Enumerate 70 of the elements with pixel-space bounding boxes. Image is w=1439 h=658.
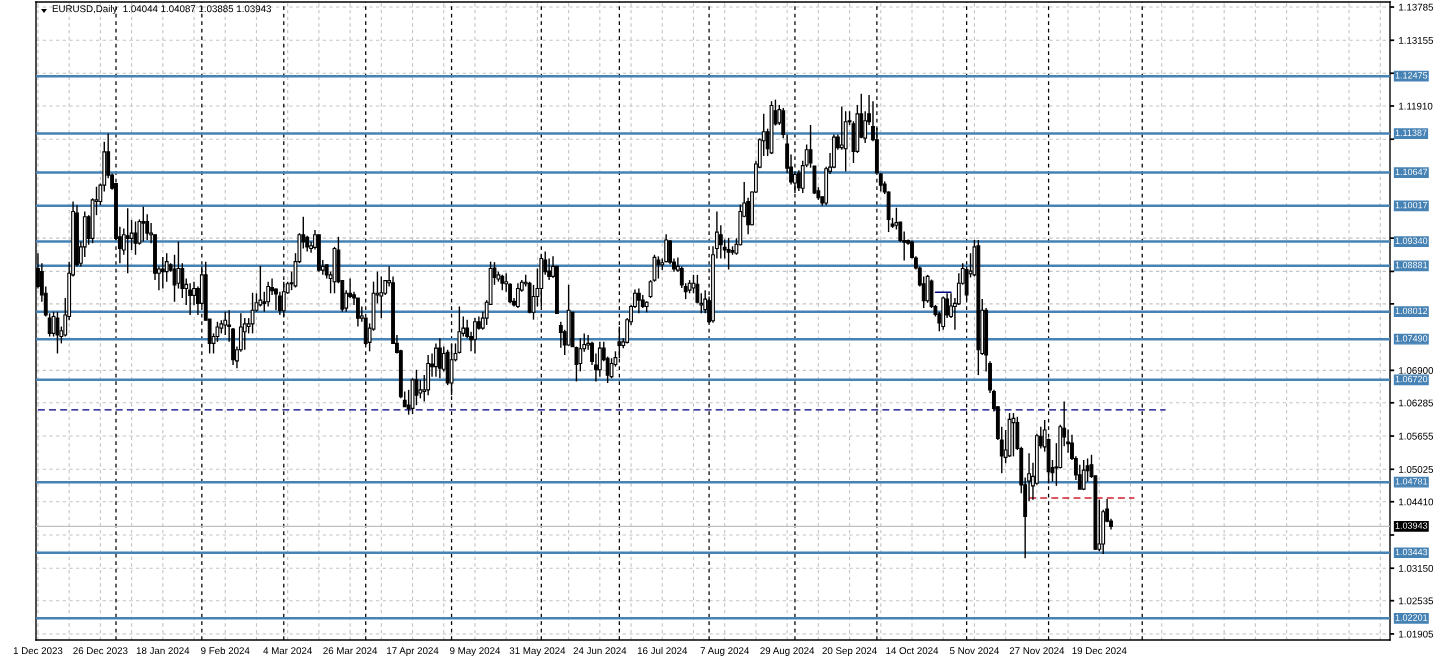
y-tick-label: 1.05655 (1399, 432, 1434, 440)
x-tick-label: 5 Nov 2024 (949, 647, 1000, 655)
y-tick-label: 1.06285 (1399, 399, 1434, 407)
candlestick (473, 317, 477, 355)
candlestick (129, 219, 134, 251)
candlestick (695, 274, 700, 305)
x-tick-label: 18 Jan 2024 (136, 647, 190, 655)
x-tick-label: 9 Feb 2024 (201, 646, 250, 655)
candlestick (133, 220, 138, 256)
y-tick-label: 1.01905 (1399, 630, 1434, 638)
candlestick (250, 292, 255, 335)
ref-line-label: 1.03943 (1395, 522, 1428, 529)
candlestick (597, 341, 602, 378)
candlestick (160, 256, 165, 290)
candlestick (55, 311, 60, 355)
candlestick (434, 342, 438, 378)
ref-line-label: 1.08881 (1395, 261, 1428, 269)
ref-line-label: 1.06720 (1395, 375, 1428, 383)
candlestick (266, 280, 271, 308)
y-tick-label: 1.13155 (1399, 36, 1434, 44)
candlestick (414, 369, 419, 406)
ref-line-label: 1.08012 (1395, 307, 1428, 315)
ref-line-label: 1.10017 (1395, 201, 1428, 209)
y-tick-label: 1.05025 (1399, 466, 1434, 473)
candlestick (242, 317, 247, 351)
x-tick-label: 4 Mar 2024 (263, 647, 312, 655)
ref-line-label: 1.09340 (1395, 237, 1428, 244)
y-tick-label: 1.02535 (1399, 597, 1434, 605)
x-tick-label: 26 Dec 2023 (73, 647, 128, 655)
y-tick-label: 1.03150 (1399, 564, 1434, 572)
candlestick (699, 292, 704, 315)
y-tick-label: 1.13785 (1399, 3, 1434, 11)
x-tick-label: 29 Aug 2024 (760, 647, 815, 657)
ref-line-label: 1.11387 (1395, 129, 1427, 136)
ref-line-label: 1.12475 (1395, 72, 1428, 79)
x-tick-label: 19 Dec 2024 (1072, 647, 1127, 655)
candlestick (1011, 412, 1016, 458)
candlestick (726, 237, 731, 271)
x-tick-label: 17 Apr 2024 (387, 647, 439, 657)
x-tick-label: 16 Jul 2024 (637, 646, 688, 655)
x-tick-label: 9 May 2024 (450, 647, 501, 657)
candlestick (141, 206, 146, 243)
x-tick-label: 1 Dec 2023 (13, 647, 63, 655)
x-tick-label: 20 Sep 2024 (822, 647, 877, 657)
candlestick (418, 379, 423, 400)
ref-line-label: 1.02201 (1395, 614, 1428, 621)
y-tick-label: 1.11910 (1399, 102, 1433, 110)
y-tick-label: 1.04410 (1399, 498, 1434, 506)
candlestick (125, 207, 130, 274)
candlestick (636, 287, 641, 315)
ref-line-label: 1.03443 (1395, 548, 1428, 556)
x-tick-label: 24 Jun 2024 (573, 647, 627, 655)
x-tick-label: 7 Aug 2024 (700, 647, 750, 657)
ref-line-label: 1.10647 (1395, 168, 1428, 176)
candlestick (258, 265, 263, 308)
y-tick-label: 1.06900 (1399, 367, 1434, 374)
candlestick (188, 282, 193, 316)
candlestick (176, 240, 181, 290)
chart-title: EURUSD,Daily 1.04044 1.04087 1.03885 1.03943 (52, 5, 272, 15)
x-tick-label: 26 Mar 2024 (323, 647, 378, 655)
candlestick (1081, 459, 1086, 491)
candlestick (718, 224, 723, 260)
candlestick (578, 337, 583, 373)
candlestick (437, 337, 442, 379)
ref-line-label: 1.07490 (1395, 335, 1428, 342)
x-tick-label: 14 Oct 2024 (886, 647, 939, 655)
ref-line-label: 1.04781 (1395, 478, 1428, 485)
x-tick-label: 31 May 2024 (509, 647, 566, 657)
candlestick (277, 291, 282, 316)
x-tick-label: 27 Nov 2024 (1009, 647, 1065, 655)
